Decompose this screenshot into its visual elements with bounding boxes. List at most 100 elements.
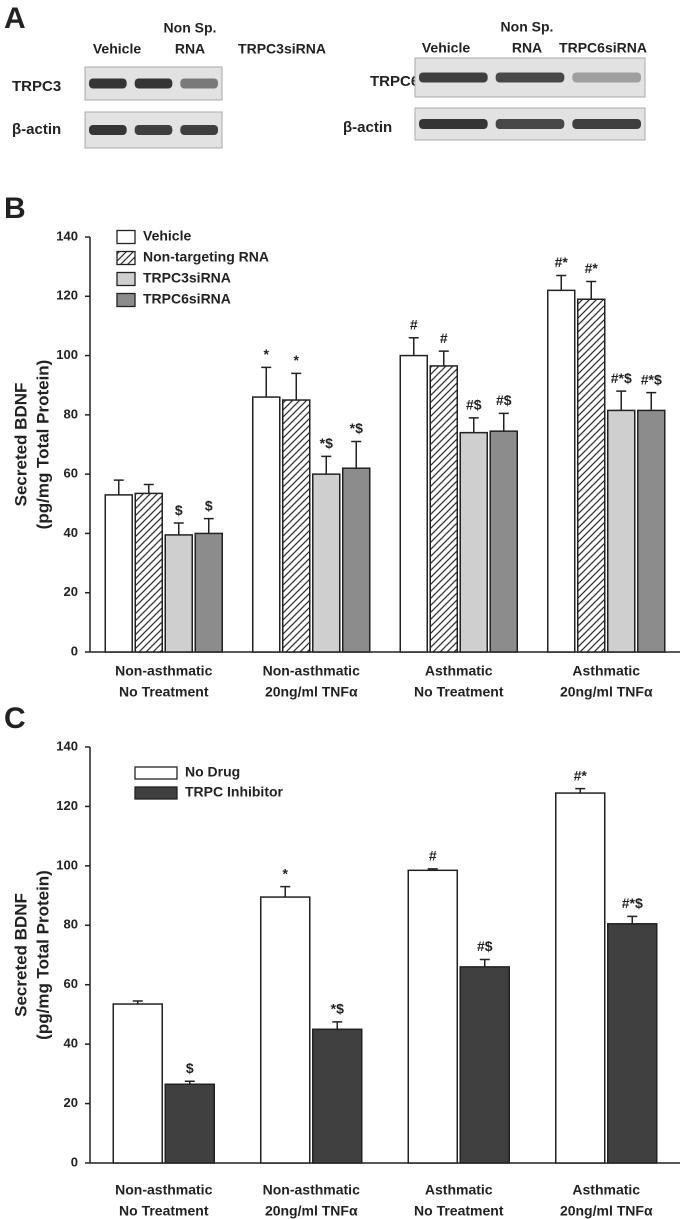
bar xyxy=(312,1028,363,1164)
significance-label: #* xyxy=(585,260,599,276)
x-tick-label: 20ng/ml TNFα xyxy=(560,684,653,700)
blot-column-label: TRPC3siRNA xyxy=(238,41,326,57)
y-tick-label: 40 xyxy=(64,1036,78,1051)
blot-column-label: Vehicle xyxy=(93,41,141,57)
y-tick-label: 100 xyxy=(56,857,78,872)
y-tick-label: 80 xyxy=(64,917,78,932)
significance-label: *$ xyxy=(350,420,363,436)
legend-label: Non-targeting RNA xyxy=(143,249,269,265)
significance-label: *$ xyxy=(320,435,333,451)
error-bar xyxy=(556,274,567,291)
x-tick-label: 20ng/ml TNFα xyxy=(265,684,358,700)
error-bar xyxy=(351,440,362,469)
blot-row-label: β-actin xyxy=(12,121,61,138)
legend-swatch xyxy=(116,229,136,245)
bar xyxy=(399,354,428,653)
y-tick-label: 0 xyxy=(71,643,78,658)
bar xyxy=(407,869,458,1164)
blot-column-label: Non Sp. xyxy=(501,19,554,35)
blot-band xyxy=(134,78,173,89)
blot-row-label: TRPC6 xyxy=(370,73,419,90)
error-bar xyxy=(173,522,184,535)
blot-band xyxy=(134,125,173,135)
y-axis-label: Secreted BDNF xyxy=(11,383,30,507)
error-bar xyxy=(627,915,638,924)
x-tick-label: No Treatment xyxy=(414,1203,504,1219)
bar xyxy=(489,430,518,653)
bar xyxy=(429,365,458,653)
x-tick-label: Asthmatic xyxy=(572,1182,640,1198)
bar xyxy=(194,532,223,653)
error-bar xyxy=(575,787,586,794)
bar xyxy=(607,923,658,1164)
x-tick-label: Non-asthmatic xyxy=(263,1182,360,1198)
legend-swatch xyxy=(134,766,178,780)
bar xyxy=(112,1003,163,1164)
y-tick-label: 100 xyxy=(56,347,78,362)
bar xyxy=(260,896,311,1164)
x-tick-label: Asthmatic xyxy=(572,663,640,679)
bar xyxy=(459,431,488,653)
significance-label: * xyxy=(264,346,270,362)
bar xyxy=(555,792,606,1164)
y-axis-label: (pg/mg Total Protein) xyxy=(33,870,52,1040)
significance-label: #* xyxy=(574,767,588,783)
bar xyxy=(164,1083,215,1164)
blot-band xyxy=(180,125,218,135)
blot-band xyxy=(419,119,488,129)
legend-label: TRPC Inhibitor xyxy=(185,784,284,800)
blot-row-label: TRPC3 xyxy=(12,78,61,95)
significance-label: #*$ xyxy=(611,370,632,386)
blot-column-label: TRPC6siRNA xyxy=(559,40,647,56)
x-tick-label: Asthmatic xyxy=(425,663,493,679)
bar xyxy=(104,494,133,653)
significance-label: #*$ xyxy=(641,371,662,387)
bar xyxy=(252,396,281,653)
bar xyxy=(637,409,666,653)
x-tick-label: No Treatment xyxy=(119,1203,209,1219)
error-bar xyxy=(646,391,657,411)
blot-band xyxy=(89,78,127,89)
x-tick-label: 20ng/ml TNFα xyxy=(560,1203,653,1219)
error-bar xyxy=(468,417,479,433)
significance-label: $ xyxy=(186,1060,194,1076)
error-bar xyxy=(616,390,627,411)
significance-label: # xyxy=(440,330,448,346)
bar xyxy=(547,289,576,653)
x-tick-label: No Treatment xyxy=(414,684,504,700)
significance-label: *$ xyxy=(331,1001,344,1017)
legend-label: TRPC6siRNA xyxy=(143,291,231,307)
x-tick-label: No Treatment xyxy=(119,684,209,700)
blot-band xyxy=(180,78,218,89)
error-bar xyxy=(332,1021,343,1030)
error-bar xyxy=(291,372,302,401)
significance-label: # xyxy=(410,316,418,332)
significance-label: #$ xyxy=(496,392,512,408)
bar xyxy=(607,409,636,653)
blot-column-label: RNA xyxy=(512,40,542,56)
x-tick-label: Asthmatic xyxy=(425,1182,493,1198)
y-axis-label: (pg/mg Total Protein) xyxy=(33,360,52,530)
y-tick-label: 20 xyxy=(64,584,78,599)
error-bar xyxy=(321,455,332,475)
y-tick-label: 120 xyxy=(56,288,78,303)
error-bar xyxy=(280,885,291,898)
panel-label: B xyxy=(4,192,26,225)
error-bar xyxy=(184,1080,195,1085)
blot-band xyxy=(495,119,565,129)
y-tick-label: 20 xyxy=(64,1095,78,1110)
blot-column-label: RNA xyxy=(175,41,205,57)
y-tick-label: 120 xyxy=(56,798,78,813)
panel-label: A xyxy=(4,2,26,35)
error-bar xyxy=(438,350,449,366)
error-bar xyxy=(498,412,509,432)
significance-label: #$ xyxy=(466,397,482,413)
significance-label: #*$ xyxy=(622,895,643,911)
blot-band xyxy=(572,119,641,129)
legend-label: Vehicle xyxy=(143,228,191,244)
significance-label: * xyxy=(294,352,300,368)
blot-column-label: Vehicle xyxy=(422,40,470,56)
legend-label: No Drug xyxy=(185,764,240,780)
y-tick-label: 140 xyxy=(56,228,78,243)
